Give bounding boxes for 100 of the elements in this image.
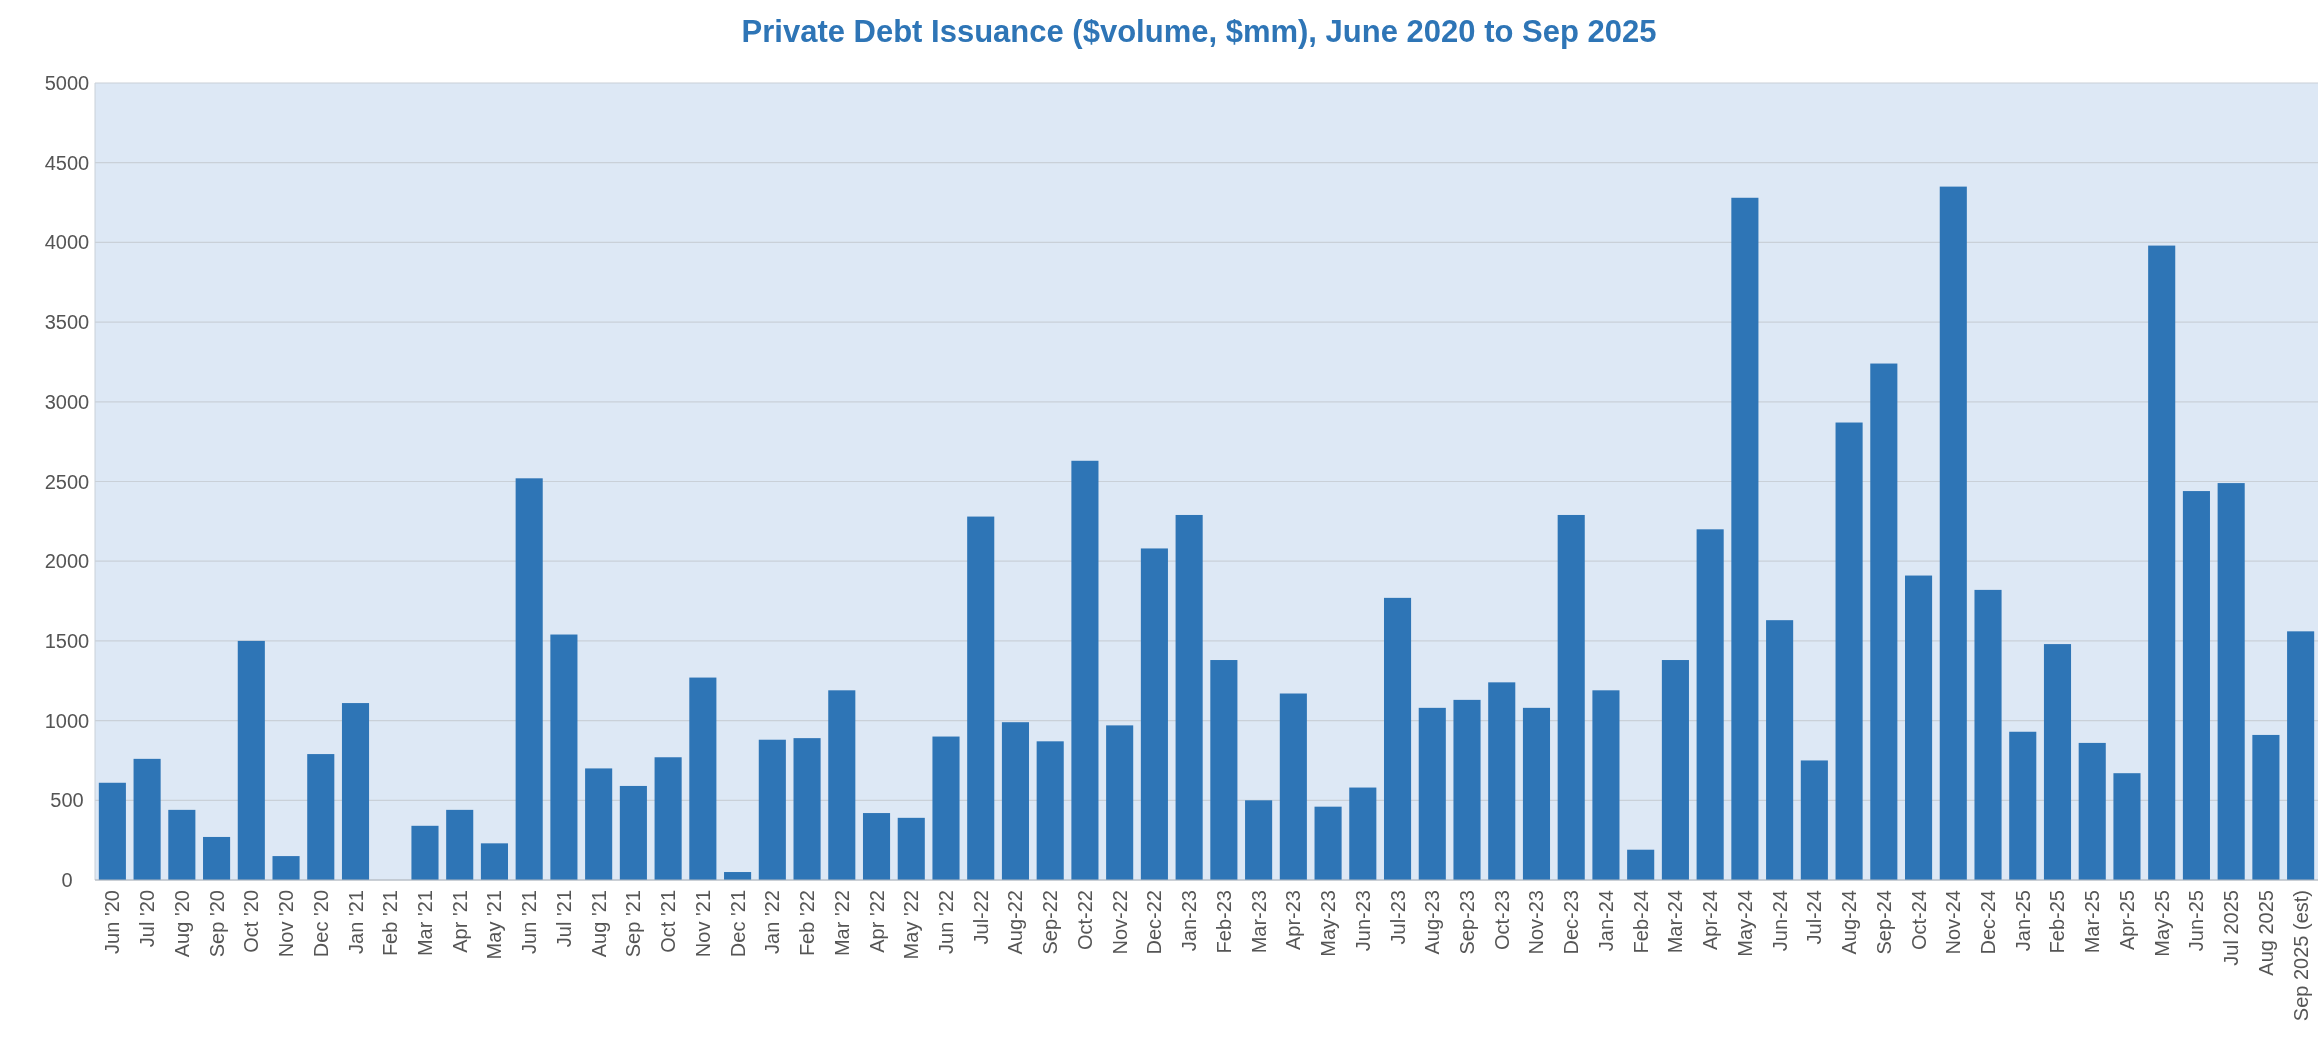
- bar: [98, 782, 126, 880]
- x-tick-label: Sep 2025 (est): [2289, 890, 2312, 1022]
- bar: [1522, 707, 1551, 880]
- x-tick-label: Aug-24: [1838, 890, 1861, 955]
- bar: [862, 813, 891, 880]
- x-tick-label: Jun-25: [2185, 890, 2208, 952]
- x-tick-label: Nov-24: [1942, 890, 1965, 955]
- bar: [2148, 245, 2176, 880]
- x-tick-label: Jun '20: [101, 890, 124, 954]
- bar: [1696, 529, 1724, 880]
- x-tick-label: Jul-24: [1803, 890, 1826, 945]
- x-tick-label: Apr '21: [448, 890, 471, 953]
- chart-title: Private Debt Issuance ($volume, $mm), June 2020 to Sep 2025: [741, 14, 1657, 49]
- bar: [2009, 731, 2037, 880]
- y-tick-label: 500: [50, 789, 84, 812]
- x-tick-label: Apr-25: [2115, 890, 2138, 951]
- y-tick-label: 5000: [44, 72, 90, 94]
- bar: [1835, 422, 1863, 880]
- x-tick-label: Apr '22: [865, 890, 888, 953]
- x-tick-label: Sep-24: [1872, 890, 1895, 955]
- bar: [237, 640, 265, 880]
- x-tick-label: Jul-23: [1386, 890, 1409, 945]
- bar: [654, 757, 682, 880]
- x-tick-label: Aug 2025: [2254, 890, 2277, 976]
- bar: [446, 809, 474, 880]
- x-tick-label: May-25: [2150, 890, 2173, 957]
- x-tick-label: Jun-23: [1351, 890, 1374, 952]
- x-tick-label: May '21: [483, 890, 506, 960]
- bar: [619, 785, 647, 880]
- x-tick-label: Oct-23: [1490, 890, 1513, 951]
- x-tick-label: Aug '21: [587, 890, 610, 958]
- x-tick-label: Oct '21: [657, 890, 680, 953]
- bar: [2078, 742, 2106, 880]
- x-tick-label: Nov '20: [275, 890, 298, 958]
- y-tick-label: 0: [61, 869, 73, 891]
- bar: [2043, 644, 2072, 880]
- x-tick-label: Dec-22: [1143, 890, 1166, 955]
- bar: [1175, 514, 1203, 880]
- x-tick-label: Jul-22: [969, 890, 992, 945]
- x-tick-label: Aug '20: [170, 890, 193, 958]
- bar: [1800, 760, 1828, 880]
- x-tick-label: Jun '22: [934, 890, 957, 954]
- x-tick-label: Jan-25: [2011, 890, 2034, 952]
- bar: [1001, 722, 1029, 880]
- x-tick-label: Sep-23: [1456, 890, 1479, 955]
- x-tick-label: Apr-23: [1282, 890, 1305, 951]
- x-tick-label: Mar '21: [413, 890, 436, 957]
- bar: [1349, 787, 1377, 880]
- bar: [1557, 514, 1585, 880]
- x-tick-label: Aug-23: [1421, 890, 1444, 955]
- x-tick-label: Jul 2025: [2220, 890, 2243, 966]
- bar: [480, 843, 508, 880]
- x-tick-label: Dec-23: [1560, 890, 1583, 955]
- x-tick-label: Jan-23: [1178, 890, 1201, 952]
- x-tick-label: May '22: [900, 890, 923, 960]
- bar: [1488, 682, 1516, 880]
- y-tick-label: 4500: [44, 151, 90, 174]
- x-tick-label: Jun '21: [518, 890, 541, 954]
- bar: [1383, 597, 1412, 880]
- bar: [2182, 491, 2210, 880]
- x-tick-label: Feb '21: [379, 890, 402, 957]
- bar: [272, 856, 300, 880]
- bar: [2217, 483, 2245, 880]
- x-tick-label: Oct-24: [1907, 890, 1930, 951]
- x-tick-label: Feb-24: [1629, 890, 1652, 954]
- bar: [828, 690, 856, 880]
- x-tick-label: Sep-22: [1039, 890, 1062, 955]
- bar: [1106, 725, 1134, 880]
- x-tick-label: Apr-24: [1699, 890, 1722, 951]
- bar: [203, 836, 231, 880]
- x-tick-label: Feb '22: [796, 890, 819, 957]
- bar: [1245, 800, 1273, 880]
- x-tick-label: Oct '20: [240, 890, 263, 953]
- bar: [411, 825, 439, 880]
- x-tick-label: Nov-22: [1108, 890, 1131, 955]
- bar: [1766, 620, 1794, 880]
- x-tick-label: May-24: [1733, 890, 1756, 957]
- bar: [550, 634, 578, 880]
- x-tick-label: Nov-23: [1525, 890, 1548, 955]
- bar: [1905, 575, 1933, 880]
- bar: [2252, 734, 2280, 880]
- x-tick-label: Sep '21: [622, 890, 645, 958]
- x-tick-label: Mar-25: [2081, 890, 2104, 954]
- bar: [341, 703, 370, 880]
- bar: [1627, 849, 1655, 880]
- bar: [1592, 690, 1620, 880]
- x-tick-label: Dec '21: [726, 890, 749, 958]
- bar: [1210, 660, 1238, 880]
- y-tick-label: 3000: [44, 390, 90, 413]
- bar: [758, 739, 786, 880]
- x-tick-label: Aug-22: [1004, 890, 1027, 955]
- bar: [1870, 363, 1898, 880]
- bar: [793, 738, 821, 880]
- bar: [1314, 806, 1342, 880]
- x-tick-label: Dec '20: [309, 890, 332, 958]
- x-tick-label: Sep '20: [205, 890, 228, 958]
- y-tick-label: 3500: [44, 311, 90, 334]
- x-tick-label: Dec-24: [1977, 890, 2000, 955]
- bar: [2287, 631, 2315, 880]
- bar: [689, 677, 717, 880]
